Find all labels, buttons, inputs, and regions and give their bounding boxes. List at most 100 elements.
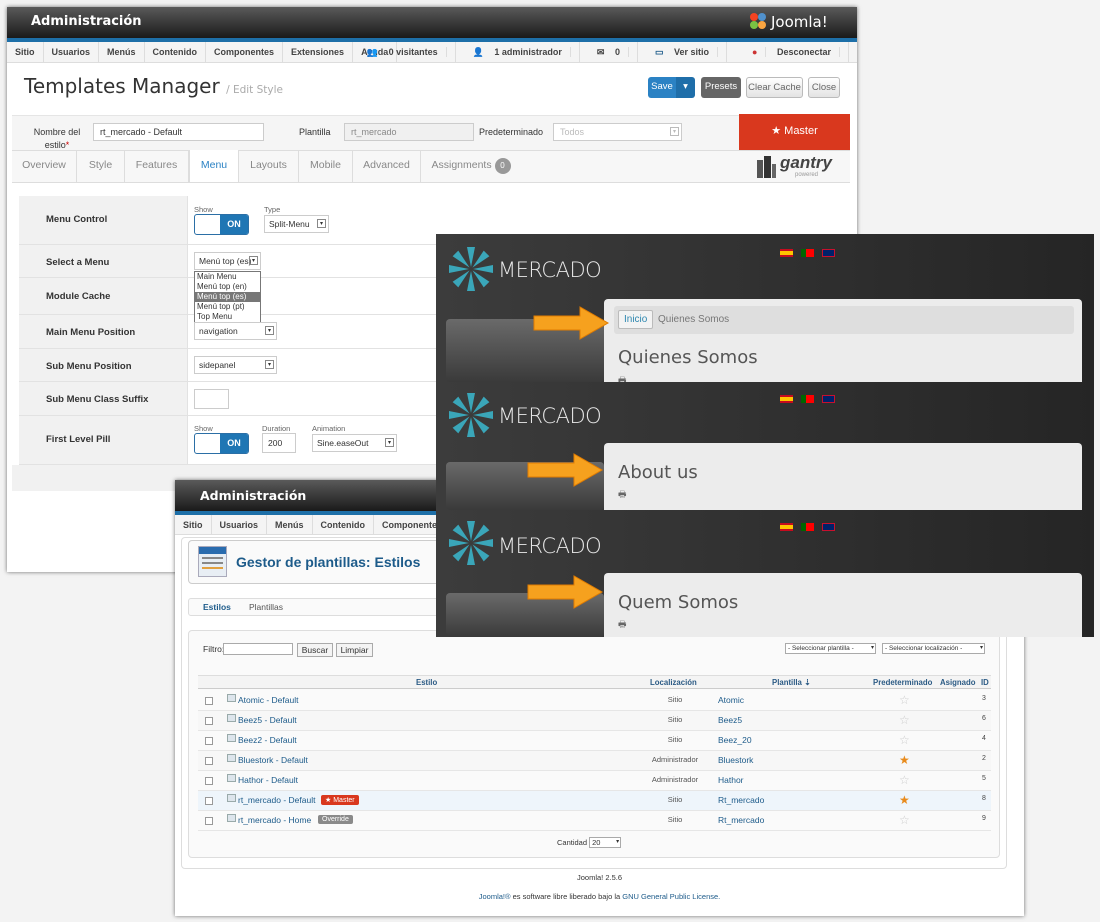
col-predeterminado[interactable]: Predeterminado (873, 678, 933, 687)
style-name-link[interactable]: Atomic - Default (238, 695, 299, 705)
menu-option[interactable]: Top Menu (197, 312, 233, 321)
animation-select[interactable]: Sine.easeOut ▾ (312, 434, 397, 452)
cantidad-select[interactable]: 20 ▾ (589, 837, 622, 848)
main-menu-position-select[interactable]: navigation ▾ (194, 322, 277, 340)
flag-es-icon[interactable] (780, 523, 793, 531)
template-link[interactable]: Rt_mercado (718, 815, 765, 825)
filter-input[interactable] (223, 643, 293, 655)
flag-gb-icon[interactable] (822, 249, 835, 257)
tab-plantillas[interactable]: Plantillas (249, 602, 284, 612)
menu-extensiones[interactable]: Extensiones (283, 42, 354, 62)
close-button[interactable]: Close (808, 77, 840, 98)
flag-es-icon[interactable] (780, 249, 793, 257)
style-name-input[interactable]: rt_mercado - Default (93, 123, 264, 141)
select-menu-dropdown[interactable]: Menú top (es) ▾ (194, 252, 261, 270)
col-localizacion[interactable]: Localización (650, 678, 697, 687)
tab-features[interactable]: Features (125, 150, 189, 182)
menu-menus[interactable]: Menús (267, 515, 313, 534)
template-link[interactable]: Beez_20 (718, 735, 752, 745)
row-checkbox[interactable] (205, 717, 213, 725)
tab-estilos[interactable]: Estilos (203, 602, 231, 612)
presets-button[interactable]: Presets (701, 77, 741, 98)
template-link[interactable]: Atomic (718, 695, 744, 705)
menu-componentes[interactable]: Componentes (206, 42, 284, 62)
style-name-link[interactable]: Beez2 - Default (238, 735, 297, 745)
menu-option[interactable]: Menú top (pt) (197, 302, 245, 311)
style-name-link[interactable]: rt_mercado - Default (238, 795, 316, 805)
col-plantilla[interactable]: Plantilla ⇣ (772, 678, 811, 687)
template-link[interactable]: Bluestork (718, 755, 754, 765)
style-name-link[interactable]: rt_mercado - Home (238, 815, 312, 825)
row-checkbox[interactable] (205, 797, 213, 805)
menu-contenido[interactable]: Contenido (313, 515, 375, 534)
flag-gb-icon[interactable] (822, 395, 835, 403)
menu-option[interactable]: Menú top (en) (197, 282, 247, 291)
menu-contenido[interactable]: Contenido (145, 42, 207, 62)
flag-pt-icon[interactable] (801, 523, 814, 531)
print-icon[interactable]: 🖶 (618, 375, 627, 382)
flag-gb-icon[interactable] (822, 523, 835, 531)
clear-cache-button[interactable]: Clear Cache (746, 77, 803, 98)
row-checkbox[interactable] (205, 777, 213, 785)
first-level-pill-toggle[interactable]: ON (194, 433, 249, 454)
breadcrumb-home[interactable]: Inicio (618, 310, 654, 329)
tab-layouts[interactable]: Layouts (239, 150, 299, 182)
clear-button[interactable]: Limpiar (336, 643, 373, 657)
default-star-icon[interactable]: ☆ (899, 733, 910, 747)
default-star-icon[interactable]: ★ (899, 753, 910, 767)
flag-pt-icon[interactable] (801, 395, 814, 403)
print-icon[interactable]: 🖶 (618, 489, 627, 499)
default-star-icon[interactable]: ☆ (899, 693, 910, 707)
tab-mobile[interactable]: Mobile (299, 150, 353, 182)
template-link[interactable]: Rt_mercado (718, 795, 765, 805)
flag-pt-icon[interactable] (801, 249, 814, 257)
save-button[interactable]: Save (648, 77, 676, 98)
search-button[interactable]: Buscar (297, 643, 333, 657)
col-id[interactable]: ID (981, 678, 989, 687)
default-star-icon[interactable]: ☆ (899, 813, 910, 827)
menu-sitio[interactable]: Sitio (175, 515, 212, 534)
tab-advanced[interactable]: Advanced (353, 150, 421, 182)
menu-sitio[interactable]: Sitio (7, 42, 44, 62)
menu-option-selected[interactable]: Menú top (es) (195, 292, 260, 302)
messages-status[interactable]: ✉ 0 (589, 42, 638, 63)
menu-control-toggle[interactable]: ON (194, 214, 249, 235)
template-link[interactable]: Beez5 (718, 715, 743, 725)
tab-assignments[interactable]: Assignments 0 (421, 150, 521, 182)
flag-es-icon[interactable] (780, 395, 793, 403)
logout-link[interactable]: ● Desconectar (736, 42, 849, 63)
save-dropdown-button[interactable]: ▾ (676, 77, 695, 98)
style-name-link[interactable]: Hathor - Default (238, 775, 298, 785)
tab-style[interactable]: Style (77, 150, 125, 182)
template-filter-select[interactable]: - Seleccionar plantilla - ▾ (785, 643, 876, 654)
duration-input[interactable]: 200 (262, 433, 296, 453)
menu-usuarios[interactable]: Usuarios (44, 42, 100, 62)
row-checkbox[interactable] (205, 697, 213, 705)
tab-menu[interactable]: Menu (189, 150, 239, 182)
col-asignado[interactable]: Asignado (940, 678, 976, 687)
joomla-link[interactable]: Joomla!® (478, 892, 511, 901)
style-name-link[interactable]: Beez5 - Default (238, 715, 297, 725)
predeterminado-select[interactable]: Todos ▾ (553, 123, 682, 141)
col-estilo[interactable]: Estilo (416, 678, 438, 687)
tab-overview[interactable]: Overview (12, 150, 77, 182)
template-link[interactable]: Hathor (718, 775, 744, 785)
menu-ayuda[interactable]: Ayuda (353, 42, 398, 62)
sub-menu-class-suffix-input[interactable] (194, 389, 229, 409)
row-checkbox[interactable] (205, 737, 213, 745)
gpl-link[interactable]: GNU General Public License. (622, 892, 721, 901)
location-filter-select[interactable]: - Seleccionar localización - ▾ (882, 643, 985, 654)
default-star-icon[interactable]: ☆ (899, 713, 910, 727)
row-checkbox[interactable] (205, 817, 213, 825)
style-name-link[interactable]: Bluestork - Default (238, 755, 308, 765)
sub-menu-position-select[interactable]: sidepanel ▾ (194, 356, 277, 374)
view-site-link[interactable]: ▭ Ver sitio (647, 42, 728, 63)
menu-menus[interactable]: Menús (99, 42, 145, 62)
menu-type-select[interactable]: Split-Menu ▾ (264, 215, 329, 233)
print-icon[interactable]: 🖶 (618, 619, 627, 629)
default-star-icon[interactable]: ★ (899, 793, 910, 807)
menu-usuarios[interactable]: Usuarios (212, 515, 268, 534)
default-star-icon[interactable]: ☆ (899, 773, 910, 787)
menu-option[interactable]: Main Menu (197, 272, 237, 281)
row-checkbox[interactable] (205, 757, 213, 765)
